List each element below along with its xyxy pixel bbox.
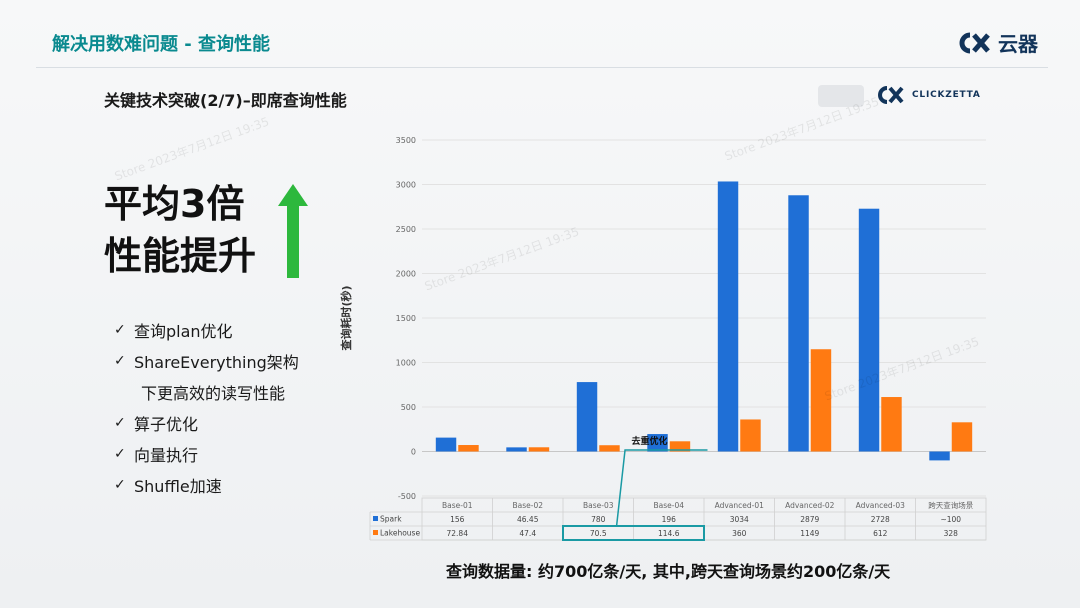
x-tick-label: Advanced-03 <box>856 501 906 510</box>
y-tick-label: 500 <box>401 403 416 412</box>
check-icon: ✓ <box>114 414 126 431</box>
data-label: 328 <box>944 529 959 538</box>
bar-spark-0 <box>435 437 457 452</box>
y-tick-label: 2000 <box>396 270 416 279</box>
bar-spark-5 <box>788 195 809 452</box>
list-item: ✓ 算子优化 <box>114 407 299 438</box>
data-label: 360 <box>732 529 747 538</box>
header-bar: 解决用数难问题 - 查询性能 云器 <box>0 0 1080 70</box>
bar-spark-6 <box>858 208 880 452</box>
list-item-text: ShareEverything架构 <box>134 352 299 372</box>
clickzetta-icon <box>878 86 904 104</box>
list-item: ✓ ShareEverything架构 <box>114 345 299 376</box>
bar-lakehouse-6 <box>881 397 902 452</box>
data-label: 3034 <box>730 515 749 524</box>
data-label: 46.45 <box>517 515 539 524</box>
headline-line-1: 平均3倍 <box>104 182 245 226</box>
list-item: ✓ Shuffle加速 <box>114 469 299 500</box>
y-tick-label: 1500 <box>396 314 416 323</box>
x-tick-label: Base-04 <box>653 501 684 510</box>
data-label: 1149 <box>800 529 819 538</box>
data-label: ~100 <box>940 515 961 524</box>
headline: 平均3倍 性能提升 <box>104 178 256 282</box>
brand-icon <box>959 32 990 53</box>
x-tick-label: Advanced-01 <box>715 501 765 510</box>
up-arrow-icon <box>278 184 308 278</box>
x-tick-label: Advanced-02 <box>785 501 835 510</box>
data-label: 612 <box>873 529 888 538</box>
bar-lakehouse-2 <box>599 445 620 452</box>
legend-label-spark: Spark <box>380 515 402 524</box>
x-tick-label: Base-02 <box>512 501 543 510</box>
clickzetta-logo: CLICKZETTA <box>876 86 981 104</box>
slide-title: 解决用数难问题 - 查询性能 <box>52 34 271 55</box>
data-label: 156 <box>450 515 465 524</box>
data-label: 780 <box>591 515 606 524</box>
list-item-text: 向量执行 <box>134 445 199 465</box>
header-divider <box>36 67 1048 68</box>
watermark: Store 2023年7月12日 19:35 <box>112 114 272 184</box>
list-item-continuation: 下更高效的读写性能 <box>114 376 299 407</box>
bar-lakehouse-7 <box>951 422 973 452</box>
bar-spark-4 <box>717 181 739 452</box>
bar-spark-7 <box>929 451 950 461</box>
clickzetta-name: CLICKZETTA <box>912 90 981 100</box>
feature-list: ✓ 查询plan优化 ✓ ShareEverything架构 下更高效的读写性能 ✓… <box>114 314 299 500</box>
data-label: 47.4 <box>519 529 536 538</box>
legend-swatch-spark <box>373 516 378 521</box>
annotation-label: 去重优化 <box>632 435 668 447</box>
check-icon: ✓ <box>114 321 126 338</box>
legend-label-lakehouse: Lakehouse <box>380 529 420 538</box>
chart-svg: -500 0 500 1000 1500 2000 2500 3000 3500 查询耗时(秒) B… <box>339 136 987 541</box>
redacted-area <box>818 85 864 107</box>
bar-spark-1 <box>506 447 527 452</box>
x-tick-label: 跨天查询场景 <box>928 500 973 510</box>
list-item-text: Shuffle加速 <box>134 476 222 496</box>
data-label: 114.6 <box>658 529 680 538</box>
y-axis-label: 查询耗时(秒) <box>339 285 353 350</box>
annotation-leader <box>615 449 708 527</box>
data-label: 70.5 <box>590 529 607 538</box>
data-label: 72.84 <box>447 529 469 538</box>
x-tick-label: Base-03 <box>583 501 614 510</box>
data-label: 2879 <box>800 515 819 524</box>
bar-lakehouse-0 <box>458 445 479 452</box>
y-tick-label: -500 <box>398 492 416 501</box>
check-icon: ✓ <box>114 476 126 493</box>
brand-logo: 云器 <box>956 28 1038 57</box>
bar-spark-2 <box>576 382 598 452</box>
bar-lakehouse-1 <box>528 447 550 452</box>
data-label: 2728 <box>871 515 890 524</box>
headline-line-2: 性能提升 <box>104 234 257 278</box>
list-item: ✓ 向量执行 <box>114 438 299 469</box>
legend-swatch-lakehouse <box>373 530 378 535</box>
section-title: 关键技术突破(2/7)–即席查询性能 <box>104 91 347 110</box>
list-item-text: 查询plan优化 <box>134 321 233 341</box>
bar-chart: -500 0 500 1000 1500 2000 2500 3000 3500 查询耗时(秒) B… <box>336 126 996 546</box>
list-item-text: 算子优化 <box>134 414 199 434</box>
x-tick-label: Base-01 <box>442 501 473 510</box>
y-tick-label: 2500 <box>396 225 416 234</box>
highlight-box <box>562 525 705 541</box>
bar-lakehouse-3 <box>669 441 691 452</box>
bar-spark-3 <box>647 434 668 452</box>
check-icon: ✓ <box>114 352 126 369</box>
bar-lakehouse-4 <box>740 419 761 452</box>
brand-name: 云器 <box>998 32 1038 56</box>
y-tick-label: 3000 <box>396 181 416 190</box>
bar-lakehouse-5 <box>810 349 832 452</box>
y-tick-label: 0 <box>411 448 416 457</box>
data-label: 196 <box>662 515 677 524</box>
list-item-text: 下更高效的读写性能 <box>141 383 286 403</box>
check-icon: ✓ <box>114 445 126 462</box>
list-item: ✓ 查询plan优化 <box>114 314 299 345</box>
y-tick-label: 3500 <box>396 136 416 145</box>
y-tick-label: 1000 <box>396 359 416 368</box>
footer-note: 查询数据量: 约700亿条/天, 其中,跨天查询场景约200亿条/天 <box>446 562 891 581</box>
